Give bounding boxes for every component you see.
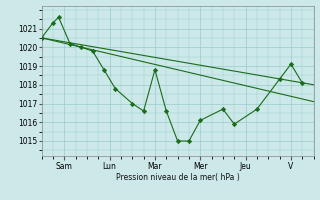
X-axis label: Pression niveau de la mer( hPa ): Pression niveau de la mer( hPa ): [116, 173, 239, 182]
